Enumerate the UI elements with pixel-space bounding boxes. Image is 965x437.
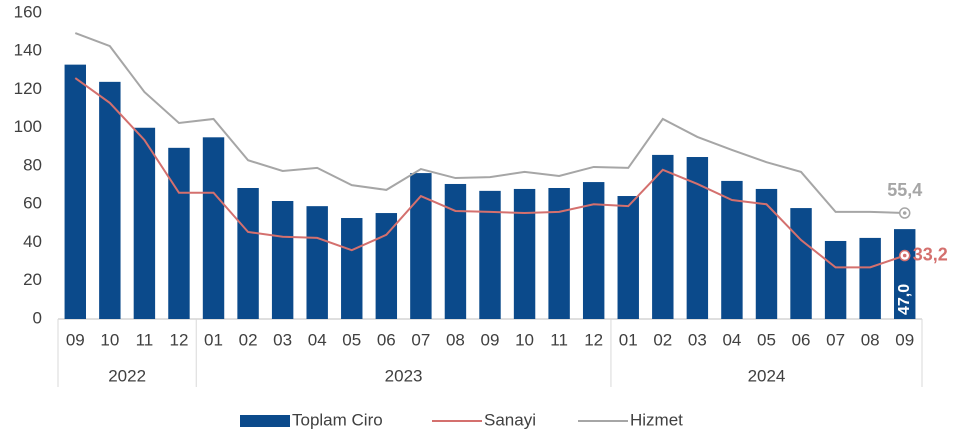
bar — [341, 218, 363, 319]
bar — [686, 157, 709, 319]
legend-label: Toplam Ciro — [292, 410, 383, 429]
y-tick-label: 60 — [23, 194, 42, 213]
x-tick-label: 05 — [757, 330, 776, 349]
x-tick-label: 02 — [653, 330, 672, 349]
y-tick-label: 40 — [23, 232, 42, 251]
x-tick-label: 06 — [377, 330, 396, 349]
bar — [652, 154, 674, 319]
bar — [168, 147, 190, 319]
bar — [410, 173, 432, 319]
line-series — [74, 77, 906, 269]
bar — [237, 187, 259, 319]
x-tick-label: 01 — [619, 330, 638, 349]
x-tick-label: 07 — [826, 330, 845, 349]
bar — [582, 182, 605, 319]
legend-label: Hizmet — [630, 410, 683, 429]
y-tick-label: 0 — [33, 308, 42, 327]
bar — [824, 240, 847, 319]
x-tick-label: 04 — [308, 330, 327, 349]
x-tick-label: 03 — [688, 330, 707, 349]
group-label: 2024 — [748, 366, 786, 385]
y-tick-label: 140 — [14, 41, 42, 60]
bar — [133, 127, 156, 319]
x-tick-label: 03 — [273, 330, 292, 349]
x-tick-label: 10 — [515, 330, 534, 349]
line-series — [74, 32, 905, 215]
point-dot — [902, 211, 907, 215]
bar — [548, 187, 570, 319]
data-label: 55,4 — [887, 180, 922, 200]
x-tick-label: 01 — [204, 330, 223, 349]
x-tick-label: 09 — [895, 330, 914, 349]
y-tick-label: 160 — [14, 2, 42, 21]
group-label: 2023 — [385, 366, 423, 385]
bar — [202, 137, 225, 319]
legend-swatch — [240, 415, 290, 427]
bar — [894, 229, 916, 319]
x-tick-label: 11 — [136, 330, 154, 349]
y-tick-label: 120 — [14, 79, 42, 98]
y-tick-label: 20 — [23, 270, 42, 289]
bar — [617, 196, 639, 319]
y-tick-label: 80 — [23, 155, 42, 174]
bar — [859, 237, 881, 319]
x-tick-label: 02 — [239, 330, 258, 349]
x-tick-label: 10 — [100, 330, 119, 349]
bar — [755, 188, 778, 319]
x-tick-label: 08 — [861, 330, 880, 349]
bar — [479, 190, 501, 319]
x-tick-label: 09 — [66, 330, 85, 349]
data-label: 33,2 — [913, 244, 948, 264]
bar — [375, 213, 398, 319]
bar — [99, 81, 121, 319]
bar — [513, 188, 536, 319]
x-tick-label: 04 — [722, 330, 741, 349]
legend-label: Sanayi — [484, 410, 536, 429]
x-tick-label: 11 — [550, 330, 568, 349]
x-tick-label: 12 — [169, 330, 188, 349]
bar — [271, 200, 294, 319]
x-tick-label: 06 — [792, 330, 811, 349]
data-label: 47,0 — [896, 284, 913, 315]
bar — [306, 206, 328, 319]
group-label: 2022 — [108, 366, 146, 385]
x-tick-label: 07 — [411, 330, 430, 349]
x-tick-label: 05 — [342, 330, 361, 349]
y-tick-label: 100 — [14, 117, 42, 136]
point-dot — [902, 253, 907, 258]
bar — [721, 180, 743, 319]
x-tick-label: 09 — [481, 330, 500, 349]
bar — [444, 183, 467, 319]
bar — [790, 208, 812, 319]
x-tick-label: 12 — [584, 330, 603, 349]
x-tick-label: 08 — [446, 330, 465, 349]
bar — [64, 64, 86, 319]
